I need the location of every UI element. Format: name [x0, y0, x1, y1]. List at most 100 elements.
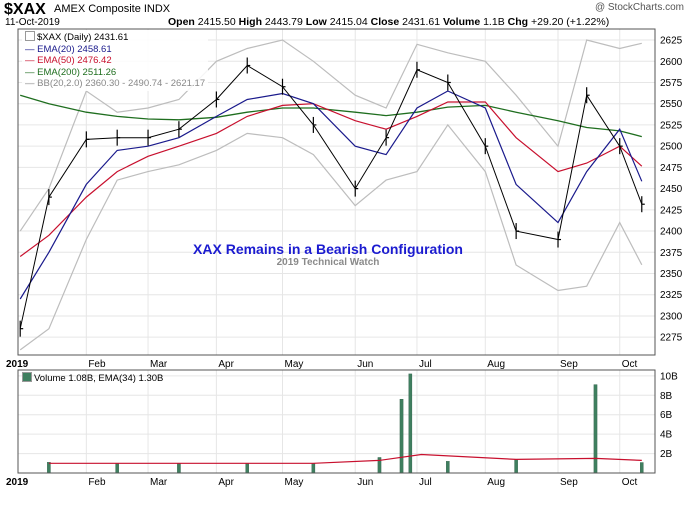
- price-legend: $XAX (Daily) 2431.61 — EMA(20) 2458.61 —…: [22, 30, 209, 91]
- legend-ema50: — EMA(50) 2476.42: [25, 55, 112, 66]
- x-tick-label: Mar: [150, 477, 168, 488]
- x-tick-label: Sep: [560, 477, 578, 488]
- price-tick-label: 2275: [660, 333, 683, 344]
- volume-label: Volume: [443, 16, 481, 28]
- x-tick-label: May: [284, 477, 303, 488]
- x-tick-label: Aug: [487, 359, 505, 370]
- volume-axis: 2B 4B 6B 8B 10B: [660, 371, 678, 460]
- price-tick-label: 2500: [660, 142, 683, 153]
- price-tick-label: 2625: [660, 36, 683, 47]
- legend-ema20: — EMA(20) 2458.61: [25, 43, 112, 55]
- price-tick-label: 2550: [660, 99, 683, 110]
- x-tick-label: Jun: [357, 477, 373, 488]
- volume-bar: [446, 461, 450, 474]
- legend-price-swatch: [25, 31, 35, 41]
- price-tick-label: 2325: [660, 290, 683, 301]
- price-tick-label: 2475: [660, 163, 683, 174]
- close-value: 2431.61: [402, 16, 441, 28]
- legend-bb: — BB(20,2.0) 2360.30 - 2490.74 - 2621.17: [25, 78, 206, 89]
- open-label: Open: [168, 16, 195, 28]
- ema50-line: [19, 101, 643, 257]
- price-panel-frame: [17, 28, 656, 356]
- legend-ema200: — EMA(200) 2511.26: [25, 66, 117, 78]
- open-value: 2415.50: [197, 16, 236, 28]
- price-tick-label: 2375: [660, 248, 683, 259]
- volume-bar: [115, 463, 119, 474]
- price-tick-label: 2400: [660, 227, 683, 238]
- price-tick-label: 2525: [660, 120, 683, 131]
- low-value: 2415.04: [329, 16, 368, 28]
- bb-upper-line: [19, 39, 642, 232]
- low-label: Low: [305, 16, 327, 28]
- ema200-polyline: [20, 94, 642, 138]
- volume-panel-frame: [17, 369, 656, 474]
- legend-bb-text: BB(20,2.0) 2360.30 - 2490.74 - 2621.17: [37, 78, 206, 89]
- price-grid: [18, 29, 655, 355]
- x-tick-label: Jun: [357, 359, 373, 370]
- close-label: Close: [370, 16, 400, 28]
- volume-ema-polyline: [48, 453, 642, 464]
- volume-legend: Volume 1.08B, EMA(34) 1.30B: [22, 372, 163, 384]
- high-value: 2443.79: [264, 16, 303, 28]
- volume-ema-line: [48, 453, 642, 464]
- ema20-polyline: [19, 90, 643, 300]
- volume-bar: [408, 373, 413, 474]
- legend-ema20-text: EMA(20) 2458.61: [37, 43, 112, 55]
- x-tick-label: Feb: [88, 477, 106, 488]
- watermark: @ StockCharts.com: [594, 2, 684, 13]
- volume-bar: [245, 463, 249, 474]
- volume-tick-label: 8B: [660, 391, 673, 402]
- price-tick-label: 2300: [660, 311, 683, 322]
- price-x-axis: 2019 Feb Mar Apr May Jun Jul Aug Sep Oct: [6, 359, 638, 370]
- ema20-line: [19, 90, 643, 300]
- volume-tick-label: 2B: [660, 449, 673, 460]
- price-axis: 2275 2300 2325 2350 2375 2400 2425 2450 2475 2500…: [660, 36, 683, 344]
- ema50-polyline: [19, 101, 643, 257]
- volume-legend-text: Volume 1.08B, EMA(34) 1.30B: [34, 373, 164, 384]
- volume-bar: [514, 459, 518, 474]
- legend-ema200-text: EMA(200) 2511.26: [37, 66, 117, 78]
- price-tick-label: 2350: [660, 269, 683, 280]
- volume-x-axis: 2019 Feb Mar Apr May Jun Jul Aug Sep Oct: [6, 477, 638, 488]
- volume-bar: [47, 462, 51, 474]
- price-tick-label: 2425: [660, 205, 683, 216]
- annotation-title: XAX Remains in a Bearish Configuration: [193, 241, 463, 257]
- x-tick-label: Apr: [218, 359, 234, 370]
- legend-price: $XAX (Daily) 2431.61: [25, 31, 205, 44]
- ema200-line: [20, 94, 642, 138]
- bb-lower-line: [19, 123, 643, 351]
- x-tick-label: Apr: [218, 477, 234, 488]
- chart-date: 11-Oct-2019: [5, 17, 60, 28]
- x-tick-label: Oct: [622, 359, 638, 370]
- annotation-subtitle: 2019 Technical Watch: [276, 257, 380, 268]
- index-name: AMEX Composite INDX: [54, 3, 171, 15]
- x-tick-label: Jul: [419, 477, 432, 488]
- symbol-title: $XAX: [4, 1, 46, 18]
- x-tick-label: 2019: [6, 477, 29, 488]
- legend-ema50-text: EMA(50) 2476.42: [37, 55, 112, 66]
- x-tick-label: Oct: [622, 477, 638, 488]
- x-tick-label: Sep: [560, 359, 578, 370]
- bollinger-bands: [19, 39, 643, 351]
- chg-label: Chg: [507, 16, 529, 28]
- price-bars: [19, 57, 645, 337]
- high-label: High: [238, 16, 262, 28]
- price-tick-label: 2600: [660, 57, 683, 68]
- price-tick-label: 2450: [660, 184, 683, 195]
- volume-bar: [593, 384, 598, 474]
- x-tick-label: May: [284, 359, 303, 370]
- volume-legend-swatch: [22, 372, 32, 382]
- volume-tick-label: 4B: [660, 430, 673, 441]
- volume-bar: [311, 463, 316, 474]
- chg-value: +29.20 (+1.22%): [530, 16, 610, 28]
- volume-bar: [399, 399, 404, 474]
- legend-price-text: $XAX (Daily) 2431.61: [37, 32, 129, 43]
- x-tick-label: Jul: [419, 359, 432, 370]
- volume-value: 1.1B: [483, 16, 505, 28]
- x-tick-label: Aug: [487, 477, 505, 488]
- x-tick-label: Feb: [88, 359, 106, 370]
- ohlc-line: Open 2415.50 High 2443.79 Low 2415.04 Cl…: [168, 16, 609, 28]
- volume-bar: [177, 463, 181, 474]
